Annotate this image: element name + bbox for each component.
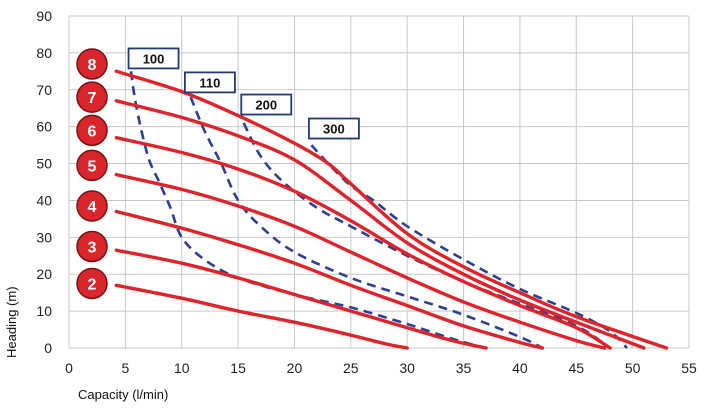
pump-curve-2 [114,283,409,350]
pump-curve-4 [114,209,545,350]
efficiency-curve-200 [242,122,611,350]
efficiency-curve-100 [129,71,487,350]
stage-badge-label: 6 [88,123,97,140]
x-tick-label: 45 [568,360,584,376]
efficiency-label-text: 110 [199,75,220,90]
efficiency-label-200: 200 [240,93,293,116]
efficiency-label-box [184,71,236,94]
stage-badge-label: 2 [88,276,97,293]
efficiency-label-text: 100 [143,51,165,66]
x-tick-label: 25 [343,360,359,376]
pump-curve-3 [114,248,488,350]
stage-badge-label: 3 [88,240,97,257]
stage-badges: 8 7 6 5 4 3 2 [76,48,108,300]
efficiency-labels: 100 110 200 300 [127,47,360,140]
stage-badge-label: 7 [88,90,97,107]
y-tick-label: 50 [36,156,52,172]
stage-badge-8: 8 [76,48,108,80]
pump-curves [114,69,669,350]
y-tick-label: 90 [36,8,52,24]
x-axis-label: Capacity (l/min) [78,387,168,402]
x-tick-label: 30 [399,360,415,376]
stage-badge-3: 3 [76,230,108,263]
stage-badge-circle [76,114,108,147]
x-tick-label: 40 [512,360,528,376]
efficiency-label-text: 300 [323,122,345,137]
y-tick-label: 20 [36,266,52,282]
y-tick-label: 30 [36,229,52,245]
stage-badge-circle [76,81,108,113]
x-tick-label: 50 [625,360,641,376]
y-axis-ticks: 0 10 20 30 40 50 60 70 80 90 [36,8,52,356]
y-tick-label: 70 [36,82,52,98]
efficiency-curve-110 [189,96,544,350]
efficiency-label-box [240,93,293,116]
stage-badge-label: 8 [88,57,97,74]
x-tick-label: 55 [681,360,697,376]
stage-badge-circle [76,190,108,222]
grid [68,15,690,349]
pump-curve-7 [114,99,646,350]
efficiency-label-100: 100 [127,47,180,70]
x-axis-ticks: 0 5 10 15 20 25 30 35 40 45 50 55 [65,360,697,376]
stage-badge-2: 2 [76,267,108,300]
pump-curve-5 [114,172,607,350]
pump-curve-6 [114,136,612,350]
stage-badge-6: 6 [76,114,108,147]
stage-badge-label: 4 [88,199,97,216]
efficiency-label-110: 110 [184,71,236,94]
pump-curve-8 [114,69,669,350]
x-tick-label: 35 [456,360,472,376]
y-tick-label: 60 [36,119,52,135]
stage-badge-circle [76,149,108,182]
y-tick-label: 80 [36,45,52,61]
x-tick-label: 10 [174,360,190,376]
y-tick-label: 0 [44,340,52,356]
efficiency-label-300: 300 [308,117,360,140]
efficiency-label-box [308,117,360,140]
y-axis-label: Heading (m) [4,286,19,358]
efficiency-label-box [127,47,180,70]
stage-badge-4: 4 [76,190,108,222]
stage-badge-label: 5 [88,158,97,175]
x-tick-label: 0 [65,360,73,376]
stage-badge-circle [76,48,108,80]
stage-badge-circle [76,267,108,300]
x-tick-label: 15 [230,360,246,376]
y-tick-label: 10 [36,303,52,319]
stage-badge-5: 5 [76,149,108,182]
y-tick-label: 40 [36,192,52,208]
x-tick-label: 20 [287,360,303,376]
x-tick-label: 5 [121,360,129,376]
efficiency-label-text: 200 [255,98,277,113]
stage-badge-circle [76,230,108,263]
stage-badge-7: 7 [76,81,108,113]
